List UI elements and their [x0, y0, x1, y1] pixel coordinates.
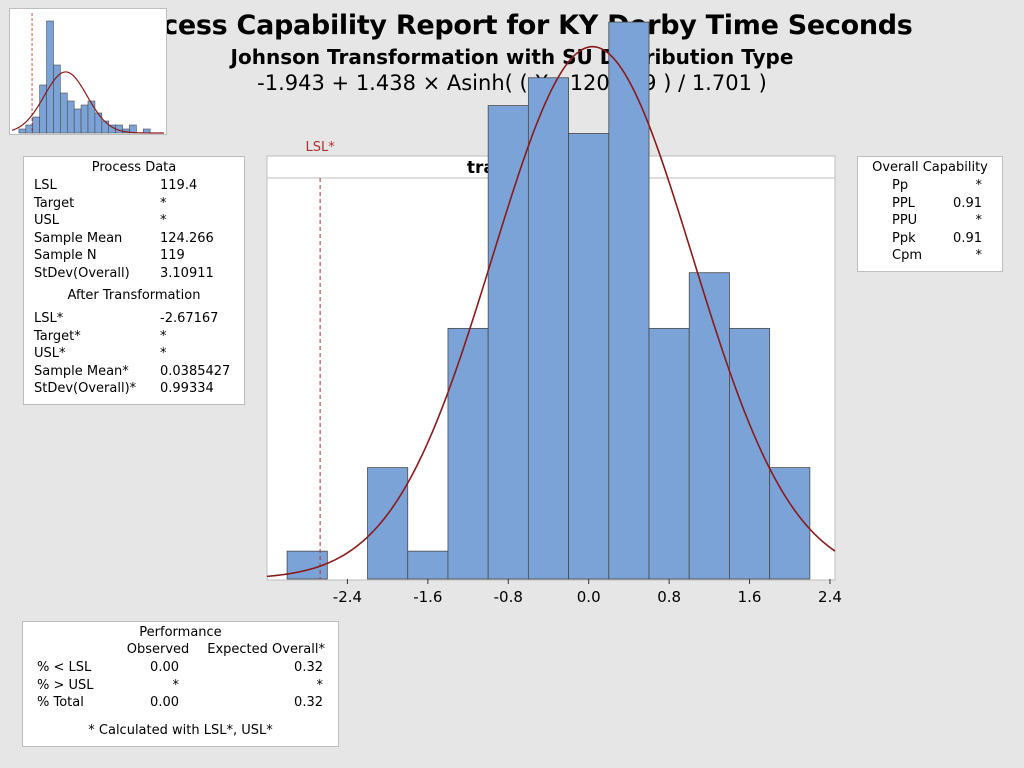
capability-value: 0.91	[953, 230, 982, 246]
original-histogram-bar	[39, 84, 47, 134]
histogram-bar	[367, 467, 409, 580]
process-data-label: Target	[34, 195, 75, 211]
capability-value: *	[975, 248, 983, 264]
after-transformation-label: USL*	[34, 346, 66, 362]
capability-label: Cpm	[892, 248, 922, 264]
performance-label: % < LSL	[37, 660, 92, 675]
report-title: Process Capability Report for KY Derby T…	[111, 10, 913, 41]
capability-label: PPL	[892, 195, 915, 211]
x-tick-label: 0.8	[657, 588, 681, 606]
performance-header: Performance	[139, 625, 222, 640]
original-histogram-bar	[66, 100, 75, 134]
overall-capability-panel: Overall Capability Pp * PPL 0.91 PPU * Ppk 0.91…	[857, 156, 1003, 272]
performance-observed: 0.00	[150, 695, 179, 711]
after-transformation-label: Sample Mean*	[34, 363, 129, 379]
performance-footnote: * Calculated with LSL*, USL*	[88, 723, 273, 738]
after-transformation-value: 0.0385427	[160, 363, 231, 379]
x-tick-label: -1.6	[413, 588, 442, 606]
process-data-value: 3.10911	[160, 266, 214, 281]
original-histogram-bar	[87, 100, 96, 134]
performance-panel: Performance Observed Expected Overall* %…	[22, 621, 339, 747]
process-data-label: Sample Mean	[34, 230, 123, 246]
process-data-value: *	[160, 213, 167, 229]
histogram-bar	[487, 105, 529, 580]
plot-area	[266, 155, 836, 581]
x-tick-label: 0.0	[577, 588, 601, 606]
histogram-bar	[769, 467, 811, 580]
process-data-label: LSL	[34, 178, 57, 193]
after-transformation-label: Target*	[34, 328, 81, 344]
original-histogram-bar	[46, 20, 54, 134]
performance-label: % > USL	[37, 677, 94, 693]
performance-observed: 0.00	[150, 660, 179, 675]
x-tick-label: -0.8	[494, 588, 523, 606]
capability-value: 0.91	[953, 195, 982, 211]
original-histogram-bar	[18, 128, 27, 134]
process-data-label: USL	[34, 213, 60, 229]
original-histogram-bar	[101, 120, 110, 134]
after-transformation-value: *	[160, 346, 167, 362]
performance-expected: 0.32	[294, 695, 323, 711]
process-data-value: *	[160, 195, 167, 211]
x-tick-label: 1.6	[738, 588, 762, 606]
after-transformation-label: LSL*	[34, 311, 64, 326]
x-tick-label: 2.4	[818, 588, 842, 606]
chart-title: transformed data	[467, 158, 635, 178]
performance-expected: 0.32	[294, 660, 323, 675]
process-data-label: StDev(Overall)	[34, 266, 130, 281]
process-data-value: 124.266	[160, 230, 214, 246]
capability-value: *	[975, 213, 983, 229]
expected-column-header: Expected Overall*	[207, 642, 325, 657]
histogram-bar	[608, 21, 650, 580]
process-data-label: Sample N	[34, 248, 97, 264]
after-transformation-label: StDev(Overall)*	[34, 381, 137, 397]
capability-label: Ppk	[892, 230, 916, 246]
histogram-bar	[527, 77, 569, 580]
observed-column-header: Observed	[126, 642, 190, 657]
original-histogram-bar	[32, 116, 40, 134]
after-transformation-header: After Transformation	[67, 288, 201, 303]
original-histogram-bar	[94, 112, 103, 134]
performance-expected: *	[316, 677, 324, 693]
histogram-bar	[286, 550, 328, 580]
original-histogram-bar	[60, 92, 68, 134]
original-histogram-bar	[73, 108, 82, 134]
performance-observed: *	[172, 677, 180, 693]
histogram-bar	[688, 272, 730, 580]
original-data-thumbnail	[9, 8, 167, 135]
process-data-value: 119	[160, 248, 185, 264]
performance-label: % Total	[37, 695, 84, 711]
original-histogram-bar	[80, 104, 89, 134]
process-data-header: Process Data	[91, 160, 177, 175]
process-data-value: 119.4	[160, 178, 198, 193]
histogram-bar	[729, 327, 771, 580]
capability-label: Pp	[892, 178, 909, 193]
after-transformation-value: 0.99334	[160, 381, 214, 397]
lsl-label: LSL*	[305, 140, 335, 155]
overall-capability-header: Overall Capability	[872, 160, 988, 175]
process-data-panel: Process Data LSL 119.4 Target * USL * Sample M…	[23, 156, 245, 405]
capability-label: PPU	[892, 213, 918, 229]
histogram-bar	[447, 327, 489, 580]
capability-value: *	[975, 178, 983, 193]
original-normal-curve	[11, 71, 164, 134]
histogram-bar	[407, 550, 449, 580]
after-transformation-value: -2.67167	[160, 311, 219, 326]
histogram-bar	[568, 133, 610, 580]
x-tick-label: -2.4	[333, 588, 362, 606]
after-transformation-value: *	[160, 328, 167, 344]
fitted-normal-curve	[266, 45, 836, 578]
original-data-histogram	[11, 13, 164, 134]
histogram-bar	[648, 327, 690, 580]
